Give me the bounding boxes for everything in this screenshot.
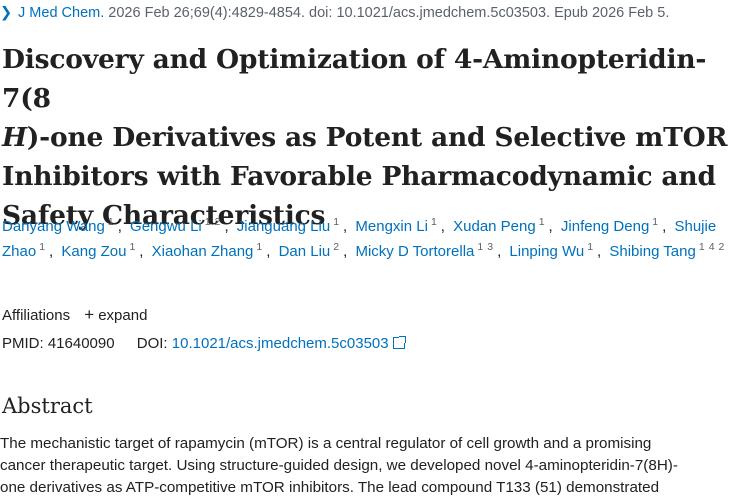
citation-details: 2026 Feb 26;69(4):4829-4854. doi: 10.102… <box>108 5 670 21</box>
abstract-line-1: The mechanistic target of rapamycin (mTO… <box>0 435 652 452</box>
author-name-link[interactable]: Shibing Tang <box>609 243 696 260</box>
author-item: Micky D Tortorella 1 3 <box>355 241 497 260</box>
affiliation-ref[interactable]: 1 <box>204 216 211 228</box>
author-affiliation-refs: 1 <box>652 216 662 228</box>
affiliation-ref[interactable]: 1 <box>107 216 114 228</box>
author-separator: , <box>440 218 445 235</box>
affiliation-ref[interactable]: 4 <box>708 241 715 253</box>
abstract-text: The mechanistic target of rapamycin (mTO… <box>0 433 750 499</box>
author-separator: , <box>139 243 144 260</box>
affiliations-expand-toggle[interactable]: + expand <box>74 305 148 324</box>
title-italic-h: H <box>2 122 27 153</box>
title-line-2: )-one Derivatives as Potent and Selectiv… <box>26 122 728 153</box>
journal-link[interactable]: J Med Chem. <box>18 5 105 21</box>
affiliation-ref[interactable]: 1 <box>652 216 659 228</box>
affiliation-ref[interactable]: 2 <box>718 241 725 253</box>
author-item: Dan Liu 2 <box>278 241 344 260</box>
author-item: Jinfeng Deng 1 <box>560 216 662 235</box>
chevron-right-icon[interactable]: ❯ <box>0 5 13 21</box>
affiliation-ref[interactable]: 2 <box>333 241 340 253</box>
affiliations-row: Affiliations + expand <box>2 305 147 326</box>
abstract-line-3: one derivatives as ATP-competitive mTOR … <box>0 479 660 496</box>
affiliation-ref[interactable]: 1 <box>256 241 263 253</box>
author-item: Gengwu Li 1 2 <box>130 216 225 235</box>
author-item: Mengxin Li 1 <box>355 216 441 235</box>
author-separator: , <box>266 243 271 260</box>
author-name-link[interactable]: Xiaohan Zhang <box>151 243 254 260</box>
identifiers-row: PMID: 41640090 DOI: 10.1021/acs.jmedchem… <box>2 334 406 354</box>
abstract-heading: Abstract <box>2 394 93 418</box>
doi-link-text: 10.1021/acs.jmedchem.5c03503 <box>171 335 389 352</box>
affiliation-ref[interactable]: 3 <box>487 241 494 253</box>
affiliation-ref[interactable]: 1 <box>538 216 545 228</box>
pmid-value: 41640090 <box>47 335 115 352</box>
author-item: Jianguang Liu 1 <box>236 216 343 235</box>
author-name-link[interactable]: Linping Wu <box>509 243 585 260</box>
author-affiliation-refs: 1 <box>587 241 597 253</box>
affiliation-ref[interactable]: 1 <box>333 216 340 228</box>
author-item: Xudan Peng 1 <box>453 216 549 235</box>
author-separator: , <box>224 218 229 235</box>
author-separator: , <box>662 218 667 235</box>
author-separator: , <box>343 243 348 260</box>
doi-label: DOI: <box>136 335 168 352</box>
article-title: Discovery and Optimization of 4-Aminopte… <box>2 40 747 235</box>
author-name-link[interactable]: Mengxin Li <box>355 218 428 235</box>
expand-label: expand <box>98 307 148 324</box>
author-affiliation-refs: 1 <box>431 216 441 228</box>
author-name-link[interactable]: Gengwu Li <box>130 218 202 235</box>
author-name-link[interactable]: Jianguang Liu <box>236 218 331 235</box>
plus-icon: + <box>84 305 95 324</box>
author-name-link[interactable]: Jinfeng Deng <box>560 218 650 235</box>
authors-list: Danyang Wang 1, Gengwu Li 1 2, Jianguang Li… <box>2 214 747 264</box>
affiliation-ref[interactable]: 1 <box>39 241 46 253</box>
title-line-4: Safety Characteristics <box>2 200 326 231</box>
author-name-link[interactable]: Danyang Wang <box>2 218 105 235</box>
title-line-1: Discovery and Optimization of 4-Aminopte… <box>2 44 707 114</box>
doi-link[interactable]: 10.1021/acs.jmedchem.5c03503 <box>171 335 406 352</box>
external-link-icon <box>392 336 406 349</box>
author-affiliation-refs: 1 <box>129 241 139 253</box>
author-name-link[interactable]: Kang Zou <box>61 243 127 260</box>
author-affiliation-refs: 1 <box>256 241 266 253</box>
author-name-link[interactable]: Micky D Tortorella <box>355 243 475 260</box>
author-separator: , <box>117 218 122 235</box>
affiliation-ref[interactable]: 1 <box>587 241 594 253</box>
author-affiliation-refs: 1 <box>539 216 549 228</box>
author-separator: , <box>548 218 553 235</box>
author-item: Xiaohan Zhang 1 <box>151 241 267 260</box>
affiliation-ref[interactable]: 2 <box>214 216 221 228</box>
author-affiliation-refs: 1 <box>108 216 118 228</box>
author-name-link[interactable]: Xudan Peng <box>453 218 536 235</box>
citation-line: ❯ J Med Chem. 2026 Feb 26;69(4):4829-485… <box>0 3 750 23</box>
affiliation-ref[interactable]: 1 <box>477 241 484 253</box>
author-item: Linping Wu 1 <box>509 241 597 260</box>
author-separator: , <box>597 243 602 260</box>
author-name-link[interactable]: Dan Liu <box>278 243 331 260</box>
pmid-label: PMID: <box>2 335 44 352</box>
author-affiliation-refs: 1 <box>39 241 49 253</box>
affiliation-ref[interactable]: 1 <box>430 216 437 228</box>
author-item: Shibing Tang 1 4 2 <box>609 241 729 260</box>
author-separator: , <box>343 218 348 235</box>
author-affiliation-refs: 2 <box>333 241 343 253</box>
author-separator: , <box>497 243 502 260</box>
author-item: Kang Zou 1 <box>61 241 139 260</box>
abstract-line-2: cancer therapeutic target. Using structu… <box>0 457 678 474</box>
author-item: Danyang Wang 1 <box>2 216 118 235</box>
author-separator: , <box>49 243 54 260</box>
affiliation-ref[interactable]: 1 <box>698 241 705 253</box>
title-line-3: Inhibitors with Favorable Pharmacodynami… <box>2 161 716 192</box>
author-affiliation-refs: 1 <box>333 216 343 228</box>
affiliations-label: Affiliations <box>2 307 71 324</box>
author-name-link[interactable]: Shujie Zhao <box>2 218 717 260</box>
affiliation-ref[interactable]: 1 <box>129 241 136 253</box>
author-item: Shujie Zhao 1 <box>2 218 716 260</box>
